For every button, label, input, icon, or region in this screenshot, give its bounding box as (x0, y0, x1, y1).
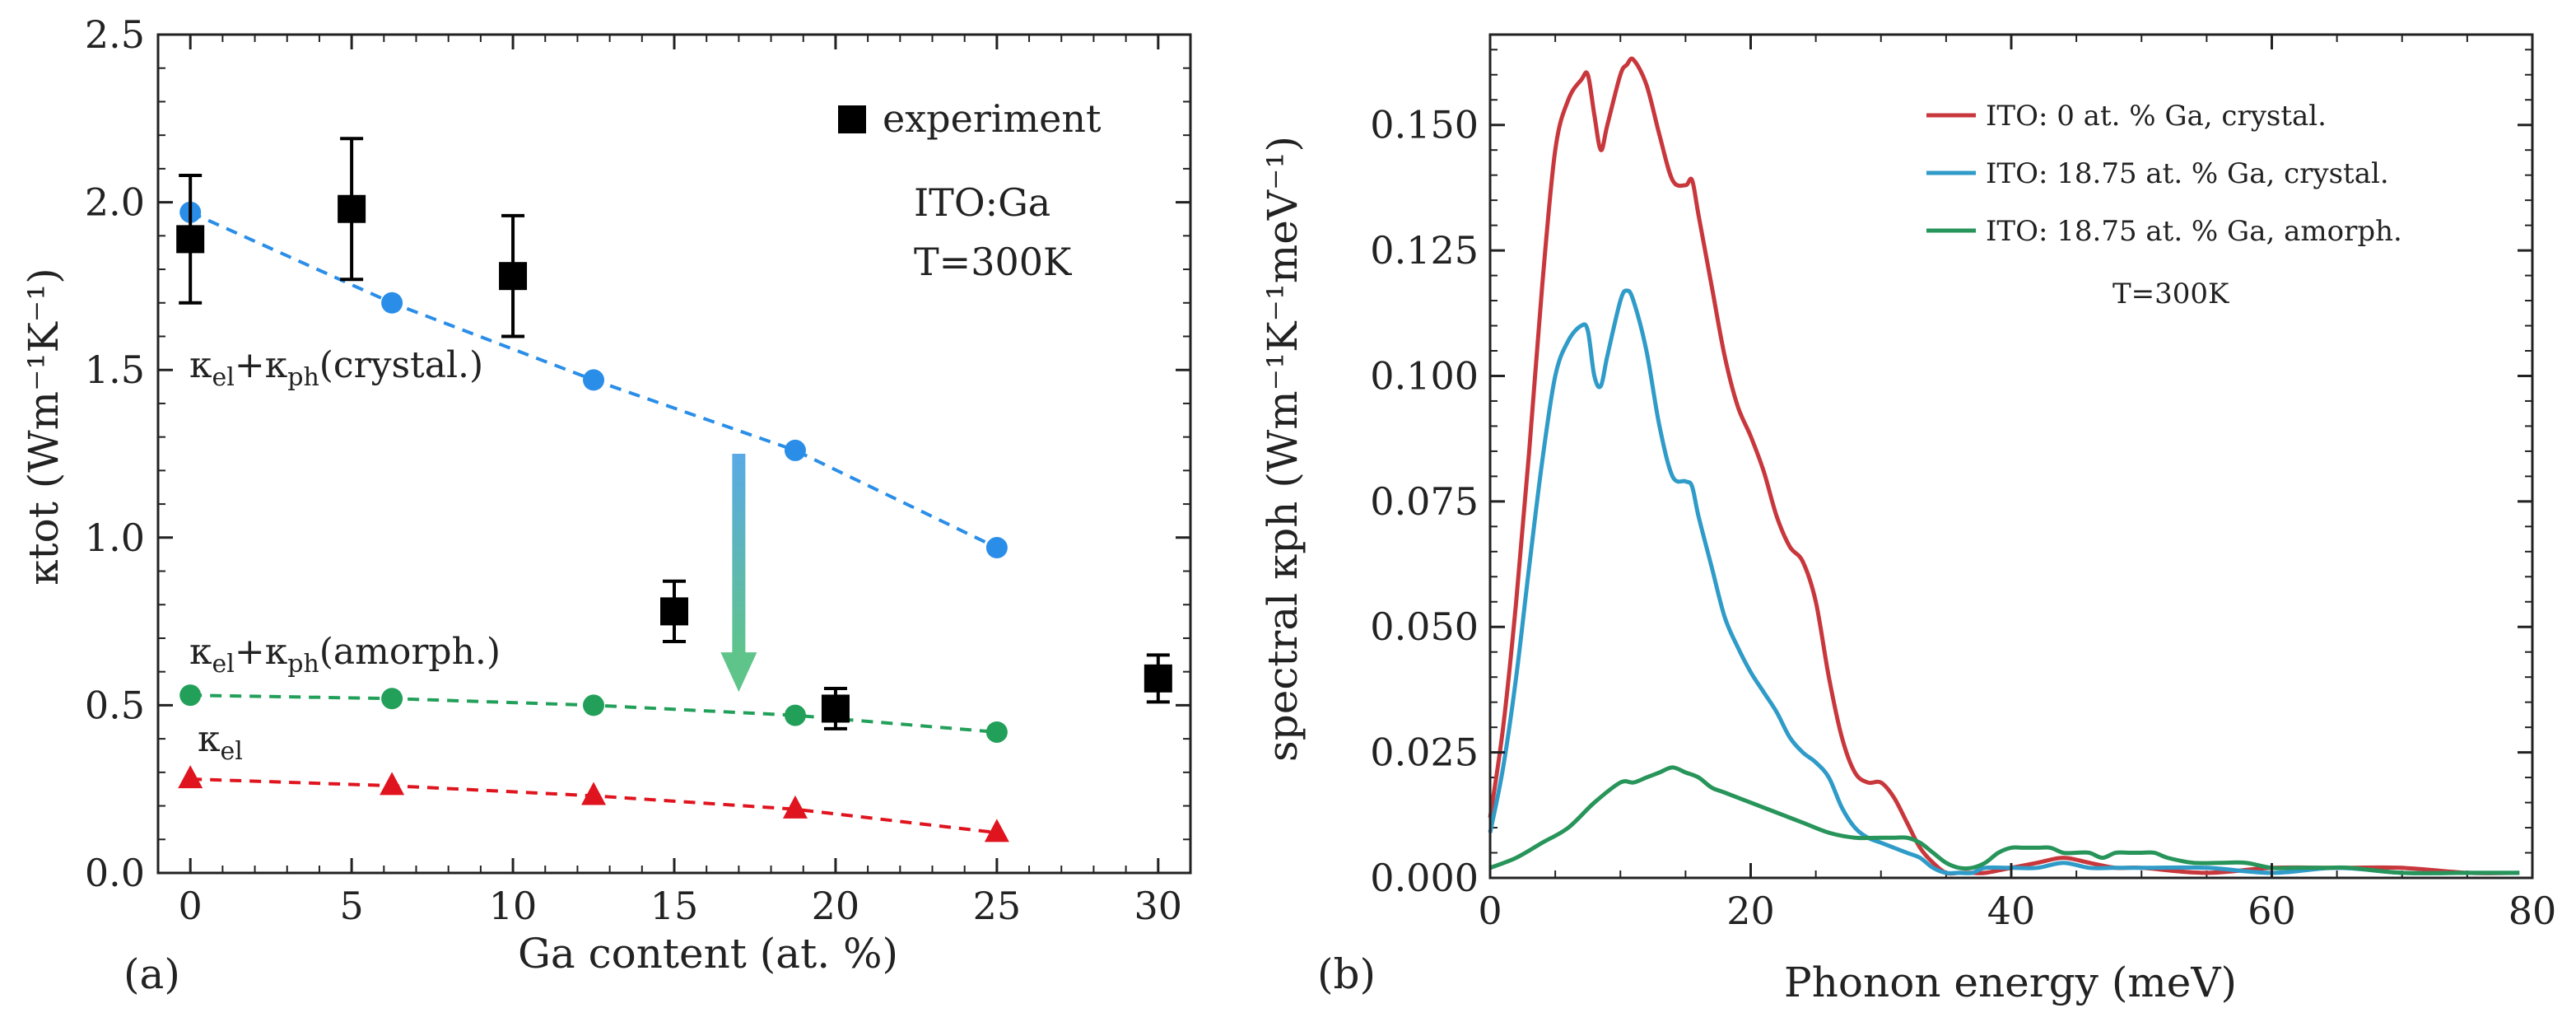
point-el-ph-amorph-2 (583, 694, 605, 716)
line-ito-0-at-ga-crystal (1488, 56, 2520, 876)
panel-b: 0 20 40 60 80 0.000 0.025 0.050 0.075 0.100 0.125 0… (1259, 33, 2556, 1006)
point-experiment-1 (338, 194, 366, 223)
legend-label-ito-0-crystal: ITO: 0 at. % Ga, crystal. (1986, 100, 2327, 133)
panel-b-label: (b) (1317, 950, 1376, 998)
line-ito-18-75-at-ga-crystal (1488, 288, 2520, 875)
point-el-3 (782, 795, 808, 819)
y-tick-label-2.0: 2.0 (85, 180, 145, 225)
point-el-ph-amorph-3 (784, 704, 806, 726)
x-tick-label-60: 60 (2248, 889, 2296, 933)
panel-b-plot-content (1488, 56, 2520, 876)
point-experiment-0 (176, 225, 205, 254)
point-el-ph-crystal-4 (985, 537, 1008, 559)
y-tick-label-0.050: 0.050 (1370, 604, 1479, 649)
legend-label-ito-18-amorph: ITO: 18.75 at. % Ga, amorph. (1986, 215, 2402, 248)
point-experiment-3 (660, 597, 688, 626)
y-tick-label-0.025: 0.025 (1370, 730, 1479, 775)
label-amorph-series: κel+κph(amorph.) (189, 631, 501, 679)
y-tick-label-0.150: 0.150 (1370, 103, 1479, 147)
point-el-ph-crystal-1 (381, 292, 403, 314)
y-tick-label-0.075: 0.075 (1370, 479, 1479, 524)
panel-a-frame (156, 33, 1192, 875)
panel-b-y-axis-label: spectral κph (Wm⁻¹K⁻¹meV⁻¹) (1259, 136, 1307, 762)
arrow-head (720, 652, 757, 693)
x-tick-label-20: 20 (1726, 889, 1775, 933)
y-tick-label-1.5: 1.5 (85, 348, 145, 392)
y-tick-label-0.100: 0.100 (1370, 353, 1479, 398)
panel-b-x-axis-label: Phonon energy (meV) (1784, 959, 2237, 1006)
point-el-ph-crystal-3 (784, 439, 806, 461)
x-tick-label-80: 80 (2508, 889, 2557, 933)
x-tick-label-0: 0 (179, 884, 203, 928)
x-tick-label-30: 30 (1134, 884, 1183, 928)
legend-label-experiment: experiment (883, 96, 1102, 141)
line-ito-18-75-at-ga-amorph (1489, 765, 2520, 875)
point-experiment-4 (821, 694, 850, 723)
point-el-ph-amorph-0 (179, 684, 202, 707)
point-el-ph-amorph-1 (381, 688, 403, 710)
arrow-shaft (732, 454, 746, 656)
panel-a-plot-content (176, 137, 1172, 842)
legend-label-ito-18-crystal: ITO: 18.75 at. % Ga, crystal. (1986, 157, 2389, 190)
point-el-ph-amorph-4 (985, 721, 1008, 743)
point-el-0 (178, 765, 203, 789)
label-electronic-series: κel (198, 718, 243, 766)
panel-a-ticks: 0 5 10 15 20 25 30 0.0 0.5 1.0 1.5 2.0 2.5 (85, 12, 1190, 928)
annotation-material: ITO:Ga (914, 180, 1050, 225)
panel-a-label: (a) (123, 950, 180, 998)
x-tick-label-0: 0 (1478, 889, 1502, 933)
x-tick-label-25: 25 (973, 884, 1022, 928)
y-tick-label-0.0: 0.0 (85, 851, 145, 895)
panel-a-x-axis-label: Ga content (at. %) (518, 930, 898, 978)
x-tick-label-40: 40 (1987, 889, 2036, 933)
x-tick-label-15: 15 (650, 884, 699, 928)
panel-a: 0 5 10 15 20 25 30 0.0 0.5 1.0 1.5 2.0 2.5 κtot (Wm⁻… (20, 12, 1192, 998)
y-tick-label-0.125: 0.125 (1370, 228, 1479, 273)
x-tick-label-10: 10 (489, 884, 538, 928)
panel-a-y-axis-label-text: κtot (Wm⁻¹K⁻¹) (20, 268, 68, 585)
point-el-2 (581, 782, 607, 805)
y-tick-label-2.5: 2.5 (85, 12, 145, 57)
legend-marker-experiment (838, 105, 866, 133)
x-tick-label-5: 5 (339, 884, 363, 928)
annotation-temperature: T=300K (914, 240, 1073, 284)
point-el-1 (380, 772, 405, 796)
panel-a-y-axis-label: κtot (Wm⁻¹K⁻¹) (20, 268, 68, 585)
annotation-temperature-b: T=300K (2113, 278, 2229, 310)
point-el-ph-crystal-2 (583, 369, 605, 391)
y-tick-label-1.0: 1.0 (85, 516, 145, 560)
point-experiment-2 (499, 262, 528, 291)
x-tick-label-20: 20 (812, 884, 860, 928)
panel-b-ticks: 0 20 40 60 80 0.000 0.025 0.050 0.075 0.100 0.125 0… (1370, 35, 2556, 933)
y-tick-label-0.5: 0.5 (85, 683, 145, 727)
panel-b-y-axis-label-text: spectral κph (Wm⁻¹K⁻¹meV⁻¹) (1259, 136, 1307, 762)
panel-a-minor-ticks (158, 35, 1190, 873)
point-el-4 (984, 819, 1009, 842)
label-crystal-series: κel+κph(crystal.) (189, 344, 483, 392)
y-tick-label-0.000: 0.000 (1370, 856, 1479, 900)
point-experiment-5 (1144, 664, 1172, 693)
